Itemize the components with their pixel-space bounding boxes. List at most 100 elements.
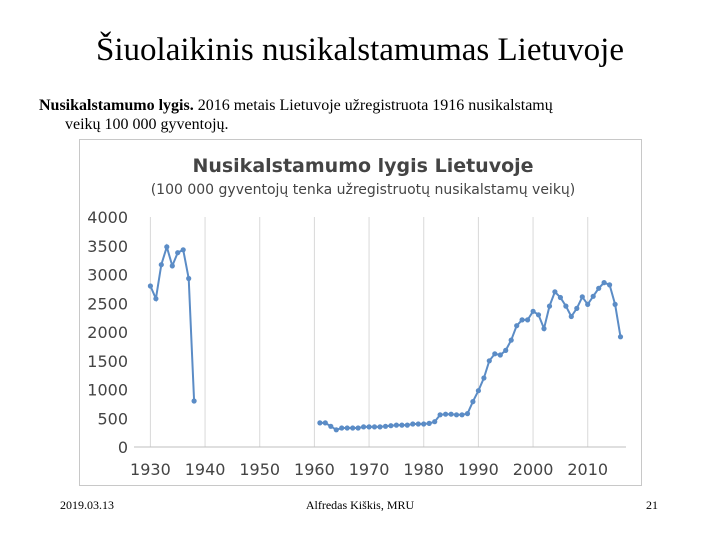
data-point — [612, 301, 618, 307]
data-point — [508, 337, 514, 343]
footer-date: 2019.03.13 — [60, 498, 114, 512]
chart-title: Nusikalstamumo lygis Lietuvoje — [192, 155, 533, 177]
data-point — [459, 412, 465, 418]
data-point — [421, 421, 427, 427]
data-point — [574, 305, 580, 311]
x-tick-label: 2000 — [513, 460, 554, 479]
x-tick-label: 1930 — [130, 460, 171, 479]
data-point — [328, 423, 334, 429]
data-point — [601, 280, 607, 286]
data-point — [579, 294, 585, 300]
y-tick-label: 4000 — [87, 208, 128, 227]
data-point — [448, 411, 454, 417]
data-point — [453, 412, 460, 418]
y-tick-label: 2000 — [87, 323, 128, 342]
data-point — [415, 421, 421, 427]
data-point — [492, 351, 498, 357]
data-point — [147, 283, 153, 289]
data-point — [437, 412, 443, 418]
data-point — [486, 358, 492, 364]
x-tick-label: 1940 — [185, 460, 226, 479]
data-point — [322, 420, 328, 426]
chart-svg: Nusikalstamumo lygis Lietuvoje (100 000 … — [87, 155, 626, 479]
footer-page-number: 21 — [646, 498, 658, 512]
y-tick-label: 1000 — [87, 381, 128, 400]
data-point — [164, 244, 170, 250]
axis-layer: 1930 1940 1950 1960 1970 1980 1990 2000 2010 0 500… — [87, 208, 626, 479]
series-line — [149, 243, 196, 402]
y-tick-label: 2500 — [87, 294, 128, 313]
grid-layer — [149, 217, 589, 447]
data-point — [426, 420, 432, 426]
data-point — [557, 294, 563, 301]
y-tick-label: 1500 — [87, 352, 128, 371]
data-point — [366, 424, 372, 430]
data-point — [153, 296, 159, 302]
intro-bold-lead: Nusikalstamumo lygis. — [39, 97, 194, 114]
data-point — [382, 423, 389, 429]
data-point — [317, 420, 323, 426]
chart-subtitle: (100 000 gyventojų tenka užregistruotų n… — [151, 182, 576, 198]
data-point — [514, 323, 520, 329]
data-point — [519, 317, 525, 323]
data-point — [339, 425, 345, 431]
data-point — [169, 263, 175, 269]
x-tick-label: 2010 — [567, 460, 608, 479]
data-point — [355, 425, 361, 431]
data-point — [475, 388, 481, 394]
series-layer — [147, 243, 624, 433]
data-point — [525, 317, 531, 323]
slide-title: Šiuolaikinis nusikalstamumas Lietuvoje — [96, 32, 624, 68]
data-point — [333, 427, 339, 433]
data-point — [585, 301, 591, 307]
data-point — [617, 334, 624, 340]
x-tick-label: 1970 — [349, 460, 390, 479]
data-point — [180, 247, 186, 253]
data-point — [388, 423, 394, 429]
data-point — [552, 289, 558, 295]
data-point — [568, 313, 574, 320]
data-point — [371, 424, 378, 430]
intro-text-line2: veikų 100 000 gyventojų. — [65, 116, 229, 133]
data-point — [393, 422, 399, 428]
crime-rate-chart: Nusikalstamumo lygis Lietuvoje (100 000 … — [79, 139, 642, 486]
data-point — [541, 326, 547, 332]
intro-paragraph: Nusikalstamumo lygis. 2016 metais Lietuv… — [39, 96, 689, 134]
intro-text-line1: 2016 metais Lietuvoje užregistruota 1916… — [193, 97, 553, 114]
data-point — [563, 303, 569, 309]
data-point — [350, 425, 356, 431]
data-point — [464, 411, 471, 417]
x-tick-label: 1960 — [294, 460, 335, 479]
x-tick-label: 1990 — [458, 460, 499, 479]
y-tick-label: 3000 — [87, 266, 128, 285]
data-point — [410, 421, 416, 427]
series-line — [319, 281, 622, 431]
data-point — [470, 399, 476, 405]
data-point — [158, 262, 164, 268]
data-point — [546, 303, 553, 309]
footer-author: Alfredas Kiškis, MRU — [305, 498, 415, 512]
y-tick-label: 3500 — [87, 237, 128, 256]
data-point — [377, 424, 383, 430]
y-tick-label: 500 — [97, 409, 128, 428]
data-point — [596, 285, 602, 291]
data-point — [432, 419, 438, 425]
data-point — [175, 250, 181, 256]
data-point — [590, 293, 596, 299]
x-tick-label: 1950 — [239, 460, 280, 479]
data-point — [191, 398, 197, 404]
y-tick-label: 0 — [118, 438, 128, 457]
x-tick-label: 1980 — [403, 460, 444, 479]
data-point — [481, 375, 487, 381]
data-point — [503, 347, 509, 353]
data-point — [404, 422, 410, 428]
data-point — [186, 275, 192, 282]
data-point — [535, 312, 542, 318]
data-point — [443, 411, 449, 417]
data-point — [361, 424, 367, 430]
data-point — [607, 282, 613, 288]
data-point — [344, 425, 350, 431]
data-point — [497, 352, 503, 358]
data-point — [530, 308, 536, 314]
data-point — [399, 422, 405, 428]
